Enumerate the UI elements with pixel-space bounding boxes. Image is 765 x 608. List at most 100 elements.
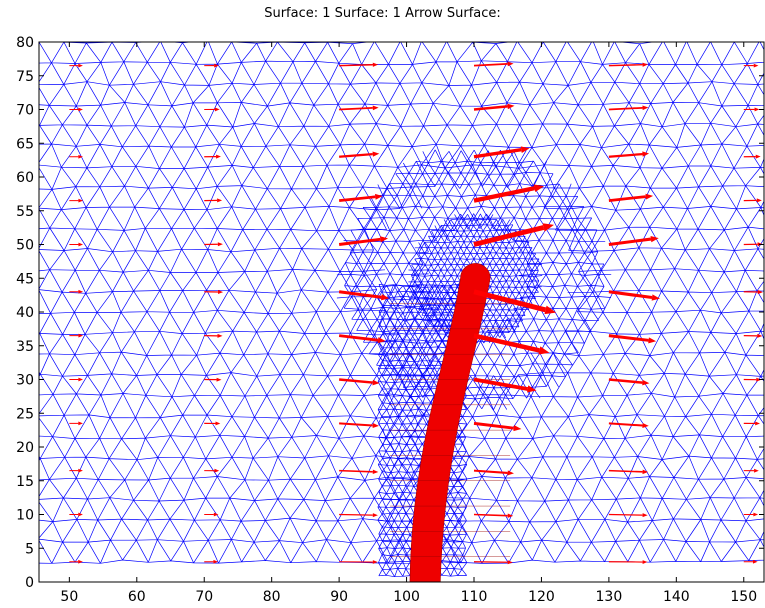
arrow-head [372,469,379,475]
arrow-head [78,107,83,112]
arrow-head [372,422,379,428]
arrow-shaft [608,378,643,384]
arrow-head [213,512,219,517]
arrow-head [215,421,221,426]
arrow-head [651,294,660,301]
y-tick-label: 40 [16,305,34,321]
arrow-head [372,560,378,564]
arrow-shaft [473,62,508,67]
arrow-head [507,560,513,565]
x-tick-label: 100 [393,589,420,605]
x-tick-label: 140 [663,589,690,605]
arrow-head [372,151,380,157]
arrow-head [381,294,390,301]
x-tick-label: 70 [195,589,213,605]
arrow-head [755,421,760,426]
arrow-shaft [473,289,547,313]
y-tick-label: 10 [16,508,34,524]
arrow-head [526,385,537,393]
arrow-head [753,512,759,517]
arrow-head [642,469,649,475]
arrow-head [755,154,761,159]
arrow-shaft [473,513,508,517]
arrow-head [379,236,389,243]
arrow-head [642,379,650,386]
arrow-shaft [608,513,643,516]
y-tick-label: 15 [16,474,34,490]
arrow-shaft [339,422,373,427]
arrow-head [507,470,514,476]
arrow-shaft [608,152,643,158]
structure-body [409,263,491,582]
arrow-shaft [473,225,545,247]
arrow-head [754,107,760,112]
arrow-head [216,377,222,382]
arrow-head [754,468,759,473]
y-tick-label: 80 [16,35,34,51]
arrow-head [752,559,758,564]
arrow-shaft [608,422,643,427]
arrow-shaft [339,64,373,67]
arrow-head [217,198,223,203]
arrow-shaft [473,561,508,563]
y-tick-label: 0 [25,575,34,591]
arrow-shaft [608,63,643,67]
arrow-head [642,423,649,429]
x-tick-label: 60 [128,589,146,605]
y-tick-label: 30 [16,373,34,389]
arrow-shaft [608,237,652,247]
arrow-shaft [473,469,508,474]
arrow-head [216,154,221,159]
arrow-shaft [473,105,508,111]
arrow-head [533,184,545,193]
y-tick-label: 20 [16,440,34,456]
arrow-head [372,62,379,67]
x-tick-label: 90 [330,589,348,605]
arrow-shaft [339,469,373,473]
arrow-shaft [339,153,373,158]
arrow-shaft [339,378,373,384]
arrow-shaft [338,195,376,202]
x-tick-label: 130 [596,589,623,605]
arrow-head [542,223,555,232]
arrow-head [78,198,84,203]
arrow-head [78,468,83,473]
arrow-head [213,559,219,564]
arrow-head [377,337,386,344]
arrow-head [507,61,514,67]
chart-title: Surface: 1 Surface: 1 Arrow Surface: [264,6,501,21]
arrow-head [648,337,657,344]
arrow-head [642,105,649,111]
arrow-head [507,103,515,110]
arrow-head [757,333,763,338]
mesh-edges [39,42,764,564]
arrow-field [69,61,763,565]
arrow-head [642,62,648,67]
arrow-shaft [608,334,649,342]
arrow-head [217,242,223,247]
arrow-shaft [338,237,381,246]
y-tick-label: 55 [16,204,34,220]
arrow-head [78,333,84,338]
arrow-head [375,193,383,200]
arrow-shaft [608,106,643,111]
arrow-shaft [608,469,643,473]
arrow-head [217,289,224,295]
y-tick-label: 75 [16,69,34,85]
arrow-head [217,333,223,338]
arrow-shaft [473,421,514,430]
arrow-shaft [338,290,382,299]
x-tick-label: 110 [461,589,488,605]
y-tick-label: 25 [16,406,34,422]
arrow-head [372,513,378,518]
y-tick-label: 70 [16,103,34,119]
arrow-head [372,105,379,111]
y-tick-label: 65 [16,136,34,152]
arrow-shaft [473,186,535,203]
arrow-head [520,146,530,153]
axes: 50 60 70 80 90 100 110 120 130 140 150 0 5 10 15 20 25 30… [16,35,764,605]
arrow-shaft [339,107,373,111]
arrow-shaft [608,195,646,202]
arrow-shaft [473,333,540,353]
